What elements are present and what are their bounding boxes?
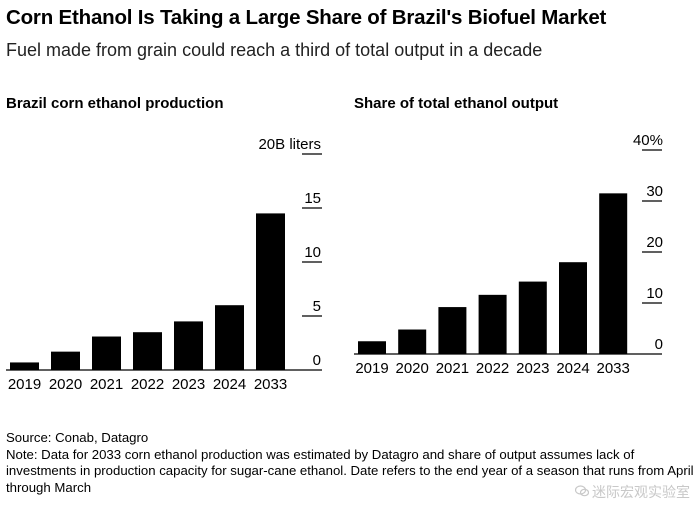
- x-category-label: 2022: [476, 360, 509, 377]
- bar: [599, 193, 628, 354]
- bar: [358, 341, 386, 354]
- bar: [174, 321, 203, 370]
- y-tick-label: 15: [304, 190, 321, 207]
- ethanol-share-chart: 0 10 20 30 40% 2019 2020 2021 2022 2023 2024 2033: [354, 132, 663, 377]
- bar: [92, 336, 121, 370]
- bar: [10, 362, 39, 370]
- left-panel-title: Brazil corn ethanol production: [6, 95, 224, 112]
- corn-ethanol-production-chart: 0 5 10 15 20B liters 2019 2020 2021 2022 2023 2024…: [6, 136, 322, 393]
- bar: [256, 213, 285, 370]
- y-tick-label: 10: [304, 244, 321, 261]
- y-tick-label: 10: [646, 285, 663, 302]
- right-panel-title: Share of total ethanol output: [354, 95, 559, 112]
- x-category-label: 2023: [172, 376, 205, 393]
- bar: [398, 329, 427, 354]
- watermark: 迷际宏观实验室: [574, 482, 690, 502]
- chart-subtitle: Fuel made from grain could reach a third…: [6, 40, 543, 60]
- y-tick-label: 5: [313, 298, 321, 315]
- x-category-label: 2020: [49, 376, 82, 393]
- x-category-label: 2020: [396, 360, 429, 377]
- footer: Source: Conab, Datagro Note: Data for 20…: [6, 430, 694, 496]
- wechat-icon: [574, 484, 590, 500]
- x-category-label: 2022: [131, 376, 164, 393]
- bar: [559, 262, 587, 354]
- x-category-label: 2021: [436, 360, 469, 377]
- bar: [518, 281, 547, 354]
- bar: [133, 332, 162, 370]
- y-tick-label: 20: [646, 234, 663, 251]
- bar: [51, 351, 80, 370]
- y-tick-label: 40%: [633, 132, 663, 149]
- x-category-label: 2021: [90, 376, 123, 393]
- bar: [215, 305, 244, 370]
- x-category-label: 2024: [213, 376, 246, 393]
- bar: [478, 294, 507, 354]
- y-tick-label: 20B liters: [258, 136, 321, 153]
- x-category-label: 2023: [516, 360, 549, 377]
- methodology-note: Note: Data for 2033 corn ethanol product…: [6, 446, 694, 495]
- bar: [438, 307, 467, 354]
- x-category-label: 2019: [355, 360, 388, 377]
- x-category-label: 2024: [556, 360, 589, 377]
- y-tick-label: 0: [655, 336, 663, 353]
- y-tick-label: 30: [646, 183, 663, 200]
- x-category-label: 2033: [597, 360, 630, 377]
- y-tick-label: 0: [313, 352, 321, 369]
- watermark-text: 迷际宏观实验室: [592, 484, 690, 500]
- chart-title: Corn Ethanol Is Taking a Large Share of …: [6, 6, 607, 29]
- x-category-label: 2019: [8, 376, 41, 393]
- x-category-label: 2033: [254, 376, 287, 393]
- source-note: Source: Conab, Datagro: [6, 430, 149, 445]
